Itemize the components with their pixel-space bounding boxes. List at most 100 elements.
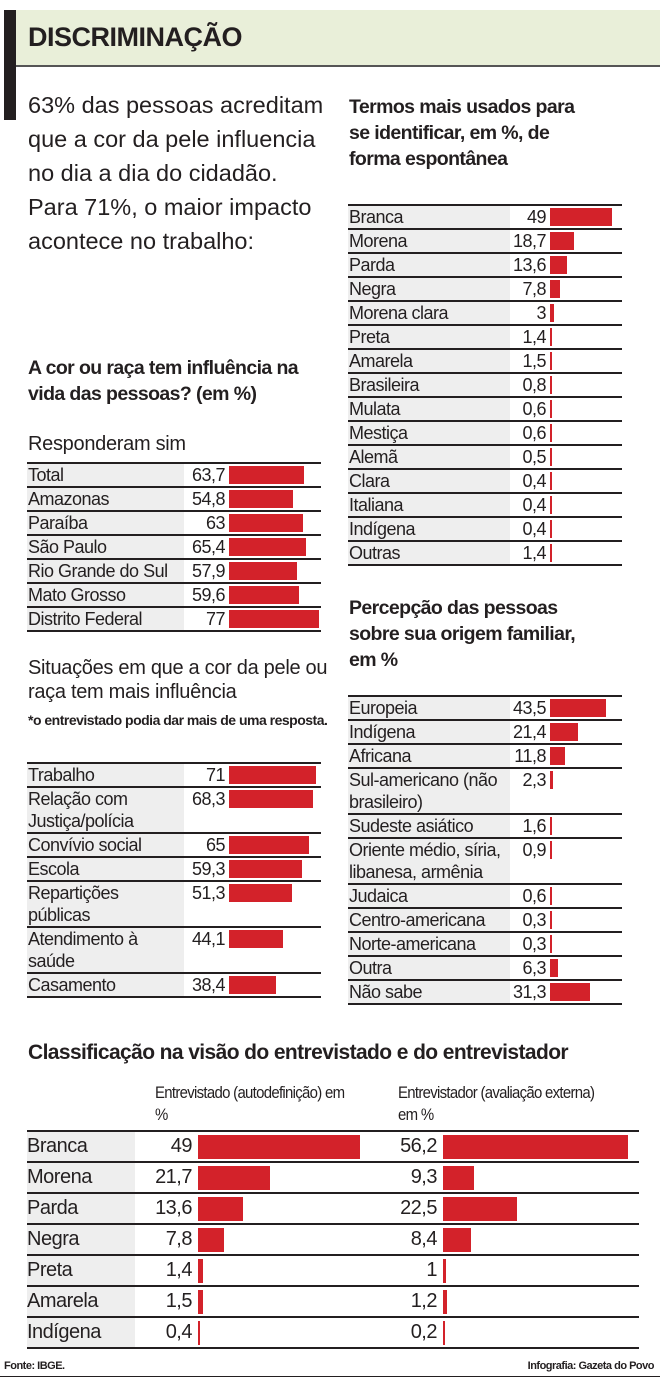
table-row: Amazonas 54,8 — [27, 488, 321, 512]
row-value: 7,8 — [165, 1228, 193, 1250]
bar-mark-interviewee — [198, 1166, 270, 1190]
row-value: 1,6 — [522, 816, 546, 836]
row-label: Norte-americana — [348, 933, 510, 955]
bar-mark — [229, 836, 309, 854]
bar-cell — [550, 254, 622, 276]
row-value: 11,8 — [514, 746, 546, 766]
row-value: 1,4 — [522, 543, 546, 563]
bar-mark — [229, 586, 299, 604]
table-row: Branca 49 — [348, 206, 622, 230]
bar-mark — [229, 514, 303, 532]
table-row: Paraíba 63 — [27, 512, 321, 536]
bar-mark — [550, 208, 613, 226]
bar-mark — [229, 790, 313, 808]
bar-mark — [550, 376, 552, 394]
bar-cell — [550, 422, 622, 444]
bar-cell — [550, 302, 622, 324]
bar-cell — [550, 839, 622, 883]
footer-divider — [0, 1376, 660, 1377]
row-label: Parda — [27, 1194, 135, 1223]
row-label: Amarela — [348, 350, 510, 372]
bar-mark — [229, 562, 297, 580]
row-value: 31,3 — [512, 982, 547, 1002]
bar-cell — [550, 350, 622, 372]
column-header-interviewee: Entrevistado (autodefinição) em % — [155, 1083, 345, 1124]
row-label: Negra — [348, 278, 510, 300]
row-label: Mato Grosso — [27, 584, 184, 606]
row-value: 59,3 — [191, 859, 226, 879]
bar-mark — [550, 699, 607, 717]
bar-mark — [550, 747, 566, 765]
row-value: 43,5 — [512, 698, 547, 718]
table-row: Indígena 0,4 0,2 — [27, 1318, 639, 1349]
bar-cell — [550, 697, 622, 719]
table-row: Sul-americano (não brasileiro) 2,3 — [348, 769, 622, 815]
row-label: Outras — [348, 542, 510, 564]
bar-cell — [550, 278, 622, 300]
bar-mark — [550, 911, 552, 929]
row-label: Distrito Federal — [27, 608, 184, 630]
row-label: Centro-americana — [348, 909, 510, 931]
bar-mark — [229, 884, 293, 902]
bar-mark — [550, 983, 591, 1001]
bar-mark-interviewee — [198, 1228, 224, 1252]
row-label: Escola — [27, 858, 184, 880]
row-value: 18,7 — [512, 231, 547, 251]
row-value: 49 — [526, 207, 547, 227]
row-value: 0,4 — [522, 471, 546, 491]
situations-title: Situações em que a cor da pele ou raça t… — [28, 657, 328, 703]
bar-cell — [229, 764, 321, 786]
bar-mark — [550, 304, 554, 322]
bar-cell — [550, 815, 622, 837]
terms-table: Branca 49 Morena 18,7 Parda 13,6 Negra 7,8 Moren… — [348, 204, 622, 566]
table-row: Escola 59,3 — [27, 858, 321, 882]
row-value: 22,5 — [400, 1197, 437, 1219]
table-row: Judaica 0,6 — [348, 885, 622, 909]
page-title: DISCRIMINAÇÃO — [28, 22, 243, 52]
row-value: 1,5 — [522, 351, 546, 371]
table-row: Amarela 1,5 — [348, 350, 622, 374]
bar-cell — [229, 858, 321, 880]
bar-mark — [550, 256, 568, 274]
row-label: Indígena — [348, 721, 510, 743]
bar-mark — [550, 723, 578, 741]
row-label: Não sabe — [348, 981, 510, 1003]
row-value: 1,2 — [410, 1290, 438, 1312]
row-value: 9,3 — [410, 1166, 438, 1188]
table-row: Trabalho 71 — [27, 764, 321, 788]
row-label: Outra — [348, 957, 510, 979]
bar-mark-interviewee — [198, 1259, 203, 1283]
row-value: 6,3 — [522, 958, 546, 978]
row-value: 0,3 — [522, 910, 546, 930]
row-value: 65,4 — [191, 537, 226, 557]
bar-mark — [550, 328, 552, 346]
row-label: Sul-americano (não brasileiro) — [348, 769, 510, 813]
row-value: 0,5 — [522, 447, 546, 467]
row-label: Rio Grande do Sul — [27, 560, 184, 582]
table-row: Branca 49 56,2 — [27, 1132, 639, 1163]
bar-mark — [550, 959, 559, 977]
bar-cell — [550, 957, 622, 979]
header-band: DISCRIMINAÇÃO — [16, 10, 660, 67]
row-value: 65 — [205, 835, 226, 855]
bar-cell — [550, 470, 622, 492]
bar-mark-interviewer — [443, 1228, 471, 1252]
row-value: 13,6 — [512, 255, 547, 275]
row-label: Sudeste asiático — [348, 815, 510, 837]
bar-cell — [229, 788, 321, 832]
table-row: Preta 1,4 1 — [27, 1256, 639, 1287]
row-value: 3 — [536, 303, 546, 323]
bar-mark-interviewer — [443, 1321, 445, 1345]
row-value: 63,7 — [191, 465, 226, 485]
row-value: 77 — [205, 609, 226, 629]
bar-mark — [229, 610, 320, 628]
table-row: Mato Grosso 59,6 — [27, 584, 321, 608]
row-value: 63 — [205, 513, 226, 533]
row-value: 59,6 — [191, 585, 226, 605]
row-label: Europeia — [348, 697, 510, 719]
row-label: Trabalho — [27, 764, 184, 786]
situations-table: Trabalho 71 Relação com Justiça/polícia 68,… — [27, 762, 321, 998]
bar-cell — [550, 494, 622, 516]
table-row: Italiana 0,4 — [348, 494, 622, 518]
classification-table: Branca 49 56,2 Morena 21,7 9,3 Parda 13,6 22,5 Ne… — [27, 1130, 639, 1349]
